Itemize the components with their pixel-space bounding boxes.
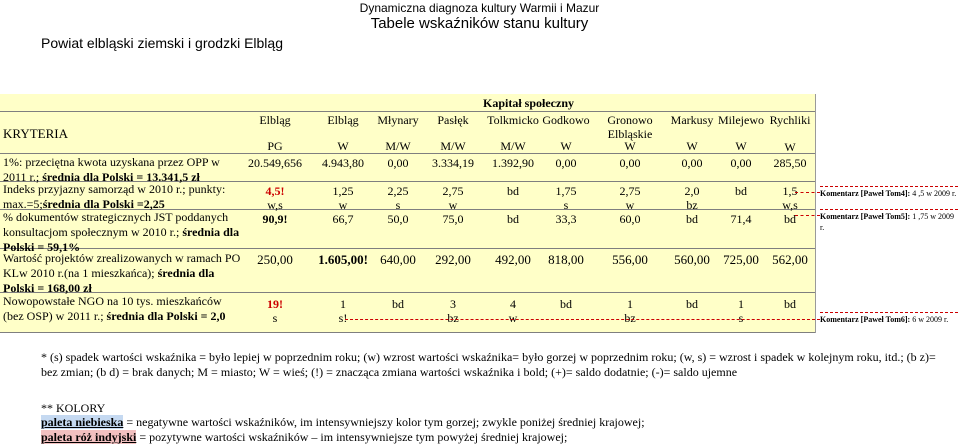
blue-palette-label: paleta niebieska	[41, 415, 123, 429]
column-type: W	[531, 139, 601, 153]
comment-author: Komentarz [Paweł Tom5]:	[820, 212, 910, 221]
column-name: Godkowo	[531, 113, 601, 127]
comment-text: 6 w 2009 r.	[912, 315, 948, 324]
blue-palette-text: = negatywne wartości wskaźników, im inte…	[123, 415, 644, 429]
pink-palette-note: paleta róż indyjski = pozytywne wartości…	[41, 430, 946, 445]
trend-marker: bz	[652, 198, 732, 213]
comment-balloon[interactable]: Komentarz [Paweł Tom4]: 4 ,5 w 2009 r.	[820, 186, 958, 199]
colors-title: ** KOLORY	[41, 401, 946, 416]
comment-balloon[interactable]: Komentarz [Paweł Tom5]: 1 ,75 w 2009 r.	[820, 209, 958, 233]
region-title: Powiat elbląski ziemski i grodzki Elbląg	[41, 35, 283, 51]
row-label-average: średnia dla Polski =2,25	[43, 197, 165, 211]
row-label-text: Nowopowstałe NGO na 10 tys. mieszkańców …	[3, 294, 226, 323]
row-label: 1%: przeciętna kwota uzyskana przez OPP …	[3, 155, 241, 185]
comment-balloon[interactable]: Komentarz [Paweł Tom6]: 6 w 2009 r.	[820, 312, 958, 325]
header-title: Tabele wskaźników stanu kultury	[0, 15, 959, 32]
column-name: Rychliki	[755, 113, 825, 127]
table-cell: 285,50	[750, 156, 830, 171]
column-type: W	[755, 140, 825, 154]
footnote-legend: * (s) spadek wartości wskaźnika = było l…	[41, 350, 946, 380]
comment-author: Komentarz [Paweł Tom4]:	[820, 189, 910, 198]
group-title: Kapitał społeczny	[242, 96, 815, 111]
row-label-text: Indeks przyjazny samorząd w 2010 r.; pun…	[3, 182, 225, 211]
row-label-text: % dokumentów strategicznych JST poddanyc…	[3, 210, 239, 254]
blue-palette-note: paleta niebieska = negatywne wartości ws…	[41, 415, 946, 430]
row-label-average: średnia dla Polski = 2,0	[107, 309, 226, 323]
comment-connector	[795, 215, 820, 216]
trend-marker: w	[413, 198, 493, 213]
divider	[0, 153, 815, 154]
row-label: % dokumentów strategicznych JST poddanyc…	[3, 210, 241, 255]
criteria-title: KRYTERIA	[3, 126, 68, 142]
pink-palette-text: = pozytywne wartości wskaźników – im int…	[136, 430, 567, 444]
table-cell: bd	[750, 297, 830, 312]
column-name: Elbląg	[240, 113, 310, 127]
column-type: PG	[240, 139, 310, 153]
comment-author: Komentarz [Paweł Tom6]:	[820, 315, 910, 324]
row-label: Nowopowstałe NGO na 10 tys. mieszkańców …	[3, 294, 241, 324]
row-label-text: Wartość projektów zrealizowanych w ramac…	[3, 251, 240, 295]
divider	[0, 332, 815, 333]
table-cell: 562,00	[750, 252, 830, 268]
column-type: W	[595, 139, 665, 153]
comment-connector	[795, 192, 820, 193]
divider	[0, 111, 815, 112]
row-label: Indeks przyjazny samorząd w 2010 r.; pun…	[3, 182, 241, 212]
trend-marker: w,s	[750, 198, 830, 213]
row-label: Wartość projektów zrealizowanych w ramac…	[3, 251, 241, 296]
comment-text: 4 ,5 w 2009 r.	[912, 189, 956, 198]
comment-connector	[345, 319, 820, 320]
column-name: Gronowo Elbląskie	[595, 113, 665, 141]
pink-palette-label: paleta róż indyjski	[41, 430, 136, 444]
row-label-text: 1%: przeciętna kwota uzyskana przez OPP …	[3, 155, 220, 184]
header-line1: Dynamiczna diagnoza kultury Warmii i Maz…	[0, 1, 959, 15]
